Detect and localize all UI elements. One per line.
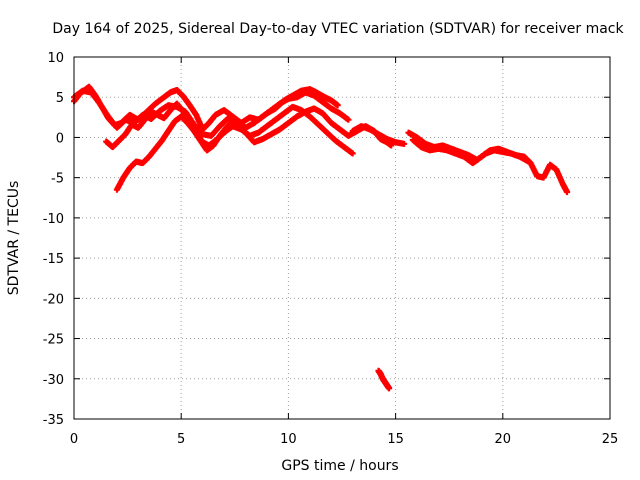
data-point xyxy=(525,158,532,165)
data-points xyxy=(71,83,571,392)
x-tick-label: 10 xyxy=(280,432,297,447)
data-point xyxy=(401,140,408,147)
y-tick-label: -35 xyxy=(43,413,64,428)
y-tick-label: -5 xyxy=(51,172,64,187)
y-tick-label: 10 xyxy=(47,51,64,66)
y-tick-label: -25 xyxy=(43,333,64,348)
y-tick-label: -30 xyxy=(43,373,64,388)
x-tick-label: 20 xyxy=(495,432,512,447)
x-tick-label: 15 xyxy=(387,432,404,447)
series-track-8 xyxy=(375,367,393,392)
y-axis-label: SDTVAR / TECUs xyxy=(6,181,22,296)
x-tick-label: 5 xyxy=(177,432,185,447)
grid-lines xyxy=(74,57,610,419)
plot-frame xyxy=(73,56,611,420)
data-point xyxy=(386,385,393,392)
series-track-5 xyxy=(349,123,408,147)
data-point xyxy=(334,102,341,109)
x-tick-label: 0 xyxy=(70,432,78,447)
y-tick-label: 5 xyxy=(56,91,64,106)
y-tick-label: -15 xyxy=(43,252,64,267)
y-tick-label: -10 xyxy=(43,212,64,227)
x-tick-label: 25 xyxy=(602,432,619,447)
y-tick-label: 0 xyxy=(56,131,64,146)
series-track-7 xyxy=(405,129,532,165)
data-point xyxy=(349,150,356,157)
data-point xyxy=(564,189,571,196)
y-tick-label: -20 xyxy=(43,292,64,307)
chart-title: Day 164 of 2025, Sidereal Day-to-day VTE… xyxy=(52,21,624,37)
x-axis-label: GPS time / hours xyxy=(281,458,398,474)
data-point xyxy=(345,116,352,123)
